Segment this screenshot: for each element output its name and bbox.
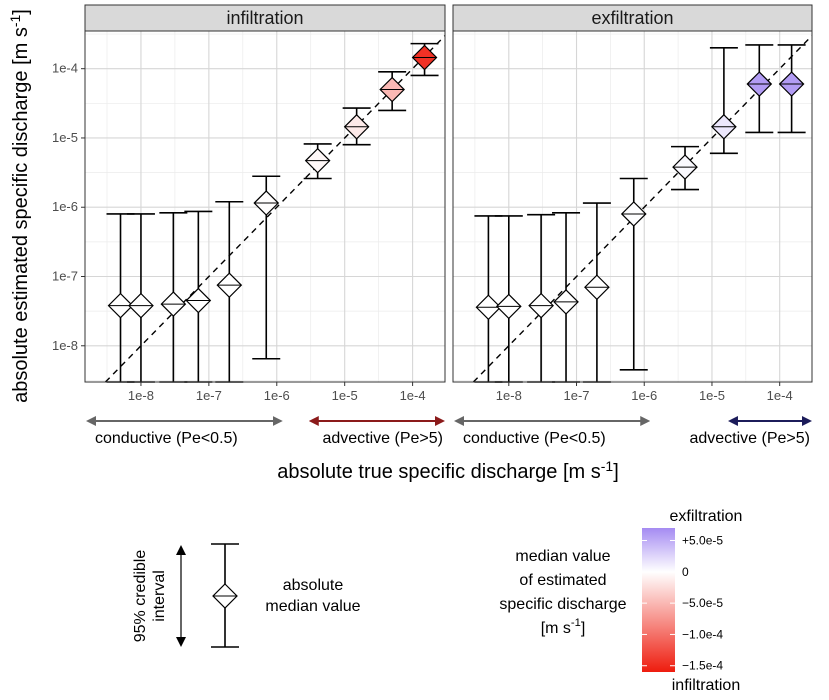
colorbar-tick-label: +5.0e-5 [682,534,723,548]
x-axis-title: absolute true specific discharge [m s-1] [277,458,619,483]
legend: 95% credible interval absolute median value… [132,508,742,694]
regime-label-advective: advective (Pe>5) [322,430,443,447]
y-tick-label: 1e-6 [52,199,78,214]
data-point [106,213,135,383]
x-tick-label: 1e-8 [128,388,154,403]
data-point [527,213,556,383]
colorbar-bottom-label: infiltration [672,677,740,694]
x-tick-label: 1e-4 [767,388,793,403]
panel-border [452,30,813,383]
data-point [215,200,244,383]
colorbar-title-line1: median value [515,548,610,565]
y-tick-label: 1e-7 [52,269,78,284]
panel-infiltration: infiltration 1e-8 1e-7 1e-6 1e-5 1e-4 1e-8 1e-7… [52,4,446,447]
data-point [777,44,806,134]
data-point [709,47,738,155]
x-tick-label: 1e-6 [264,388,290,403]
x-tick-label: 1e-5 [699,388,725,403]
colorbar-tick-label: −5.0e-5 [682,596,723,610]
colorbar-title-line2: of estimated [519,572,606,589]
panel-title: infiltration [226,8,303,28]
panel-strip [84,4,446,32]
x-tick-label: 1e-6 [631,388,657,403]
colorbar-top-label: exfiltration [670,508,743,525]
y-axis-title: absolute estimated specific discharge [m… [7,9,32,403]
panel-title: exfiltration [591,8,673,28]
x-tick-label: 1e-7 [564,388,590,403]
colorbar-tick-label: −1.0e-4 [682,627,723,641]
regime-label-conductive: conductive (Pe<0.5) [463,430,606,447]
colorbar-tick-label: 0 [682,565,689,579]
colorbar [642,528,675,672]
y-tick-label: 1e-4 [52,61,78,76]
legend-interval-label-line2: interval [151,570,168,622]
x-tick-label: 1e-7 [196,388,222,403]
x-tick-label: 1e-4 [400,388,426,403]
colorbar-title-line3: specific discharge [499,596,626,613]
data-point [303,143,332,180]
data-point [378,71,407,112]
colorbar-tick-label: −1.5e-4 [682,659,723,673]
legend-median-label-line2: median value [265,598,360,615]
data-point [410,42,439,77]
x-tick-label: 1e-5 [332,388,358,403]
data-point [619,177,648,371]
data-point [745,44,774,134]
regime-label-conductive: conductive (Pe<0.5) [95,430,238,447]
one-to-one-line [104,35,446,383]
legend-median-label-line1: absolute [283,577,344,594]
panel-border [84,30,446,383]
data-point [342,107,371,146]
one-to-one-line [472,35,813,383]
panel-exfiltration: exfiltration 1e-8 1e-7 1e-6 1e-5 1e-4 conducti… [452,4,813,447]
y-tick-label: 1e-5 [52,130,78,145]
data-point [252,175,281,360]
panel-strip [452,4,813,32]
colorbar-title-line4: [m s-1] [541,617,586,637]
data-point [184,210,213,383]
regime-label-advective: advective (Pe>5) [689,430,810,447]
x-tick-label: 1e-8 [496,388,522,403]
data-point [582,202,611,383]
y-tick-label: 1e-8 [52,338,78,353]
legend-interval-label-line1: 95% credible [132,550,149,643]
data-point [671,145,700,191]
